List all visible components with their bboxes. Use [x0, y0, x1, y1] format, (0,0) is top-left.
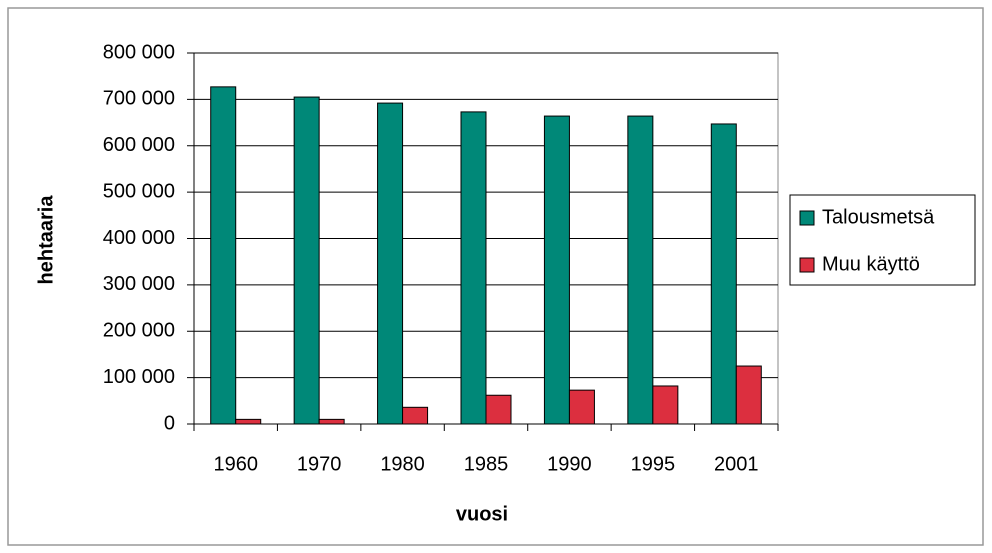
legend-label: Talousmetsä [822, 206, 935, 228]
y-tick-label: 200 000 [103, 320, 175, 342]
x-tick-label: 2001 [714, 453, 759, 475]
bar [710, 123, 737, 425]
bar [735, 365, 762, 425]
bar [568, 389, 595, 425]
bar [402, 406, 429, 425]
legend-swatch [799, 257, 815, 273]
x-tick-label: 1990 [547, 453, 592, 475]
y-tick-label: 800 000 [103, 41, 175, 63]
x-tick-label: 1995 [631, 453, 676, 475]
y-tick-label: 500 000 [103, 180, 175, 202]
x-axis-label: vuosi [456, 503, 508, 525]
y-tick-label: 700 000 [103, 88, 175, 110]
y-tick-label: 400 000 [103, 227, 175, 249]
x-tick-label: 1970 [297, 453, 342, 475]
bar [210, 86, 237, 425]
bar [627, 115, 654, 425]
bar [318, 418, 345, 425]
x-tick-label: 1960 [213, 453, 258, 475]
bar [235, 418, 262, 425]
y-tick-label: 0 [164, 412, 175, 434]
legend-swatch [799, 210, 815, 226]
y-axis-label: hehtaaria [35, 195, 57, 285]
bar [652, 385, 679, 425]
bar [377, 102, 404, 425]
y-tick-label: 600 000 [103, 134, 175, 156]
x-tick-label: 1980 [380, 453, 425, 475]
bar [460, 111, 487, 425]
legend-box [789, 194, 976, 286]
x-tick-label: 1985 [464, 453, 509, 475]
legend-label: Muu käyttö [822, 253, 920, 275]
y-tick-label: 300 000 [103, 273, 175, 295]
bar [293, 96, 320, 425]
y-tick-label: 100 000 [103, 366, 175, 388]
bar [485, 394, 512, 425]
bar [543, 115, 570, 425]
